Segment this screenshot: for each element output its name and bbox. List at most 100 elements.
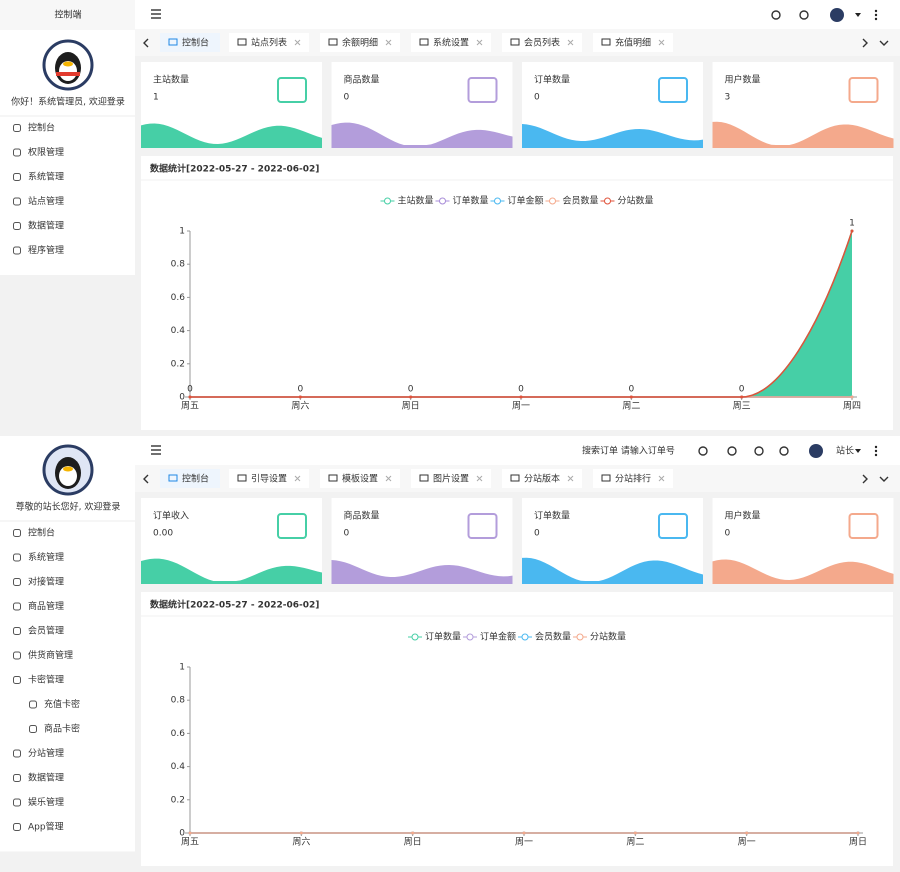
tab-label[interactable]: 图片设置 [433,473,469,485]
menu-item[interactable]: App管理 [28,821,64,833]
menu-item[interactable]: 系统管理 [28,171,64,183]
tab-label[interactable]: 充值明细 [615,37,651,49]
legend-label[interactable]: 订单数量 [425,631,461,643]
tab[interactable] [160,469,220,488]
tab[interactable] [160,33,220,52]
user-avatar[interactable] [830,8,844,22]
tab-label[interactable]: 会员列表 [524,37,560,49]
menu-item[interactable]: 程序管理 [28,244,64,256]
legend-label[interactable]: 订单数量 [453,195,489,207]
legend-label[interactable]: 会员数量 [535,631,571,643]
tab-close[interactable] [658,39,665,46]
y-tick-label: 0.6 [171,293,186,303]
tab-next[interactable] [862,474,868,484]
chart-title: 数据统计[2022-05-27 - 2022-06-02] [150,599,319,611]
tab-prev[interactable] [143,474,149,484]
legend-label[interactable]: 订单金额 [508,195,544,207]
tab-label[interactable]: 站点列表 [251,37,287,49]
data-point [411,831,415,835]
legend-label[interactable]: 主站数量 [398,195,434,207]
tab-close[interactable] [294,475,301,482]
data-point [850,229,854,233]
menu-item[interactable]: 分站管理 [28,747,64,759]
menu-item[interactable]: 商品管理 [28,600,64,612]
menu-item[interactable]: 娱乐管理 [28,796,64,808]
tab-close[interactable] [294,39,301,46]
menu-icon [13,222,21,230]
tab-label[interactable]: 引导设置 [251,474,287,485]
menu-item[interactable]: 数据管理 [28,772,64,784]
tab-close[interactable] [476,39,483,46]
more-dot[interactable] [874,445,878,449]
tab-prev[interactable] [143,38,149,48]
tab[interactable] [502,469,582,488]
legend-label[interactable]: 分站数量 [618,195,654,207]
tab[interactable] [229,33,309,52]
tab[interactable] [411,33,491,52]
menu-item[interactable]: 权限管理 [28,146,64,158]
tab-icon [510,38,520,46]
menu-item[interactable]: 商品卡密 [44,723,80,735]
y-tick-label: 0.2 [171,795,185,805]
more-dot[interactable] [874,9,878,13]
tab-menu[interactable] [879,40,889,46]
search-input[interactable]: 搜索订单 请输入订单号 [582,445,675,457]
tab-label[interactable]: 分站排行 [615,473,651,485]
menu-item[interactable]: 供货商管理 [28,649,73,661]
tab[interactable] [593,33,673,52]
toolbar-icon[interactable] [799,10,809,20]
more-dot[interactable] [874,449,878,453]
tab[interactable] [593,469,673,488]
tab-menu[interactable] [879,476,889,482]
tab[interactable] [229,469,309,488]
menu-item[interactable]: 数据管理 [28,220,64,232]
menu-icon [13,749,21,758]
user-avatar[interactable] [809,444,823,458]
tab-label[interactable]: 模板设置 [342,473,378,485]
tab-label[interactable]: 控制台 [182,473,209,485]
tab-label[interactable]: 系统设置 [433,37,469,49]
dropdown-caret[interactable] [855,449,861,453]
menu-item[interactable]: 控制台 [28,527,55,539]
legend-label[interactable]: 订单金额 [480,631,516,643]
tab[interactable] [320,33,400,52]
menu-item[interactable]: 系统管理 [28,551,64,563]
toolbar-icon[interactable] [727,446,737,456]
user-name[interactable]: 站长 [836,445,854,457]
more-dot[interactable] [874,13,878,17]
more-dot[interactable] [874,453,878,457]
menu-item[interactable]: 充值卡密 [44,698,80,710]
tab-close[interactable] [476,475,483,482]
legend-label[interactable]: 会员数量 [563,195,599,207]
tab-label[interactable]: 控制台 [182,37,209,49]
toolbar-icon[interactable] [771,10,781,20]
dropdown-caret[interactable] [855,13,861,17]
tab-close[interactable] [385,475,392,482]
toolbar-icon[interactable] [779,446,789,456]
menu-icon [13,529,21,537]
stat-label: 用户数量 [725,74,761,86]
tab[interactable] [502,33,582,52]
data-point [633,831,637,835]
menu-item[interactable]: 控制台 [28,122,55,134]
menu-item[interactable]: 会员管理 [28,625,64,637]
toolbar-icon[interactable] [698,446,708,456]
stat-label: 商品数量 [344,510,380,522]
tab[interactable] [320,469,400,488]
menu-item[interactable]: 对接管理 [28,576,64,588]
tab[interactable] [411,469,491,488]
menu-item[interactable]: 卡密管理 [28,674,64,686]
legend-label[interactable]: 分站数量 [590,631,626,643]
toolbar-icon[interactable] [754,446,764,456]
tab-close[interactable] [658,475,665,482]
tab-label[interactable]: 余额明细 [342,37,378,49]
menu-item[interactable]: 站点管理 [28,195,64,207]
tab-label[interactable]: 分站版本 [524,473,560,485]
tab-close[interactable] [567,39,574,46]
tab-next[interactable] [862,38,868,48]
tab-close[interactable] [567,475,574,482]
legend-marker [439,197,446,205]
data-point [188,831,192,835]
more-dot[interactable] [874,17,878,21]
tab-close[interactable] [385,39,392,46]
